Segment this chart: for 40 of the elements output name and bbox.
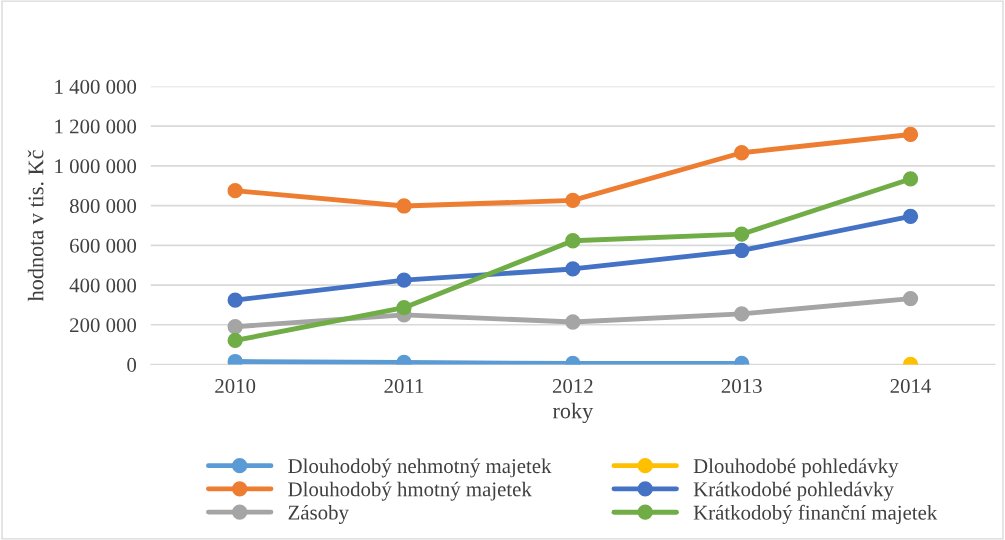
x-tick-label: 2011: [384, 378, 424, 394]
y-tick-label: 1 200 000: [55, 119, 137, 134]
point: [565, 314, 581, 330]
legend-label: Dlouhodobé pohledávky: [693, 458, 899, 478]
legend-label: Zásoby: [288, 504, 349, 524]
y-tick-label: 800 000: [69, 198, 137, 214]
point: [396, 300, 412, 316]
point: [902, 208, 919, 224]
point: [227, 332, 243, 349]
point: [396, 198, 412, 214]
y-tick-label: 600 000: [70, 238, 137, 253]
legend-label: Dlouhodobý nehmotný majetek: [288, 458, 552, 478]
point: [734, 145, 750, 161]
x-tick-label: 2010: [215, 378, 256, 394]
point: [565, 233, 581, 249]
y-tick-label: 0: [127, 357, 137, 372]
point: [902, 126, 919, 143]
legend-label: Krátkodobé pohledávky: [693, 481, 894, 501]
point: [565, 192, 581, 209]
y-tick-label: 1 400 000: [55, 79, 137, 94]
legend-label: Krátkodobý finanční majetek: [693, 504, 938, 524]
point: [902, 171, 919, 187]
y-tick-label: 200 000: [70, 318, 137, 333]
point: [902, 290, 919, 307]
x-axis-title: roky: [552, 402, 594, 424]
point: [565, 261, 581, 277]
y-tick-label: 1 000 000: [55, 159, 137, 174]
point: [734, 242, 750, 259]
y-axis-title: hodnota v tis. Kč: [27, 150, 44, 302]
point: [227, 183, 243, 199]
point: [734, 306, 750, 322]
legend-label: Dlouhodobý hmotný majetek: [288, 481, 532, 501]
point: [227, 319, 243, 335]
x-tick-label: 2013: [721, 378, 762, 394]
point: [227, 292, 243, 308]
x-tick-label: 2012: [552, 378, 593, 394]
x-tick-label: 2014: [890, 378, 932, 394]
point: [734, 226, 750, 242]
y-tick-label: 400 000: [69, 278, 137, 293]
point: [396, 272, 412, 288]
